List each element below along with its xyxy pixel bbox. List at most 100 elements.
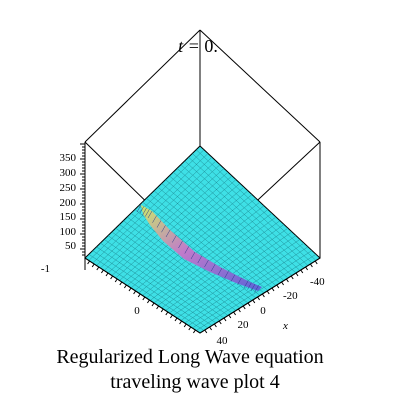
x-tick-label-0: 0 [260,305,266,317]
wave-mesh-line [139,206,144,214]
z-tick-label-minus1: -1 [41,263,50,275]
front-axes [84,257,321,334]
y-tick-mark [123,284,127,289]
x-axis-label: x [282,320,288,332]
wave-mesh-line [147,210,153,219]
x-tick-mark [285,278,289,283]
wave-mesh-line [230,274,236,282]
wave-mesh [136,204,259,293]
box-edge-top-right [199,29,321,143]
y-tick-mark [87,260,91,265]
x-tick-mark [261,293,265,298]
y-tick-mark [156,305,160,310]
x-tick-mark [314,260,318,265]
y-tick-mark [188,326,192,331]
x-tick-mark [233,311,237,316]
y-tick-mark [142,296,146,301]
wave-mesh-line [136,204,142,213]
chart-title: t = 0. [178,36,218,56]
x-tick-mark [266,290,270,295]
y-tick-mark [128,287,132,292]
x-tick-mark [247,302,251,307]
y-tick-mark [146,299,150,304]
y-tick-mark [183,323,187,328]
z-tick-label-350: 350 [60,152,77,164]
y-tick-mark [105,272,109,277]
wave-ridge [141,205,262,291]
y-tick-mark [96,266,100,271]
mesh-line [188,157,309,266]
y-axis-line [84,257,201,334]
x-tick-mark [242,305,246,310]
wave-mesh-line [178,240,183,249]
wave-mesh-line [217,267,223,276]
y-tick-mark [192,329,196,334]
z-tick-label-100: 100 [60,226,77,238]
y-tick-mark [119,281,123,286]
x-tick-mark [252,299,256,304]
y-tick-mark [133,290,137,295]
axis-tick-marks [87,260,318,334]
x-tick-mark [305,266,309,271]
mesh-line [196,254,317,331]
caption-line-2: traveling wave plot 4 [110,371,279,393]
surface-plane [84,145,321,334]
x-tick-mark [228,314,232,319]
mesh-line [184,160,305,269]
wave-mesh-line [250,283,256,292]
x-tick-mark [290,275,294,280]
z-tick-label-250: 250 [60,182,77,194]
caption-line-1: Regularized Long Wave equation [56,346,323,368]
x-tick-mark [271,287,275,292]
y-tick-mark [137,293,141,298]
x-tick-mark [204,329,208,334]
x-axis-line [199,257,321,334]
mesh-line [195,149,317,261]
x-tick-mark [300,269,304,274]
wave-mesh-line [142,207,147,216]
wave-mesh-line [145,209,150,217]
x-tick-label-minus20: -20 [283,290,298,302]
box-edge-top-back [84,29,201,143]
wave-mesh-line [254,285,259,293]
wave-mesh-line [237,277,242,285]
x-tick-label-minus40: -40 [310,276,325,288]
x-tick-mark [257,296,261,301]
y-tick-mark [169,314,173,319]
x-tick-label-40: 40 [217,335,229,347]
wave-mesh-line [224,271,229,279]
wave-mesh-line [156,220,162,228]
wave-mesh-line [243,280,249,289]
x-tick-mark [295,272,299,277]
z-tick-label-300: 300 [60,167,77,179]
y-tick-mark [174,317,178,322]
y-tick-mark [91,263,95,268]
z-tick-label-200: 200 [60,197,77,209]
y-tick-mark [160,308,164,313]
y-tick-mark [151,302,155,307]
y-tick-mark [165,311,169,316]
z-tick-label-50: 50 [65,240,77,252]
y-tick-mark [100,269,104,274]
mesh-line [192,153,313,264]
x-tick-mark [209,326,213,331]
wave-mesh-line [211,263,216,272]
x-tick-label-20: 20 [238,319,250,331]
wave-mesh-line [190,251,196,260]
surface-mesh [88,149,317,331]
wave-mesh-line [247,282,252,290]
wave-mesh-line [165,229,171,238]
wave-mesh-line [152,215,157,223]
wave-mesh-line [161,225,166,233]
x-tick-mark [223,317,227,322]
x-tick-mark [309,263,313,268]
x-tick-mark [213,323,217,328]
y-tick-mark [110,275,114,280]
x-tick-mark [218,320,222,325]
y-tick-mark [179,320,183,325]
x-tick-mark [281,281,285,286]
wave-mesh-line [184,246,189,254]
y-tick-mark [114,278,118,283]
y-tick-label-0: 0 [134,305,140,317]
